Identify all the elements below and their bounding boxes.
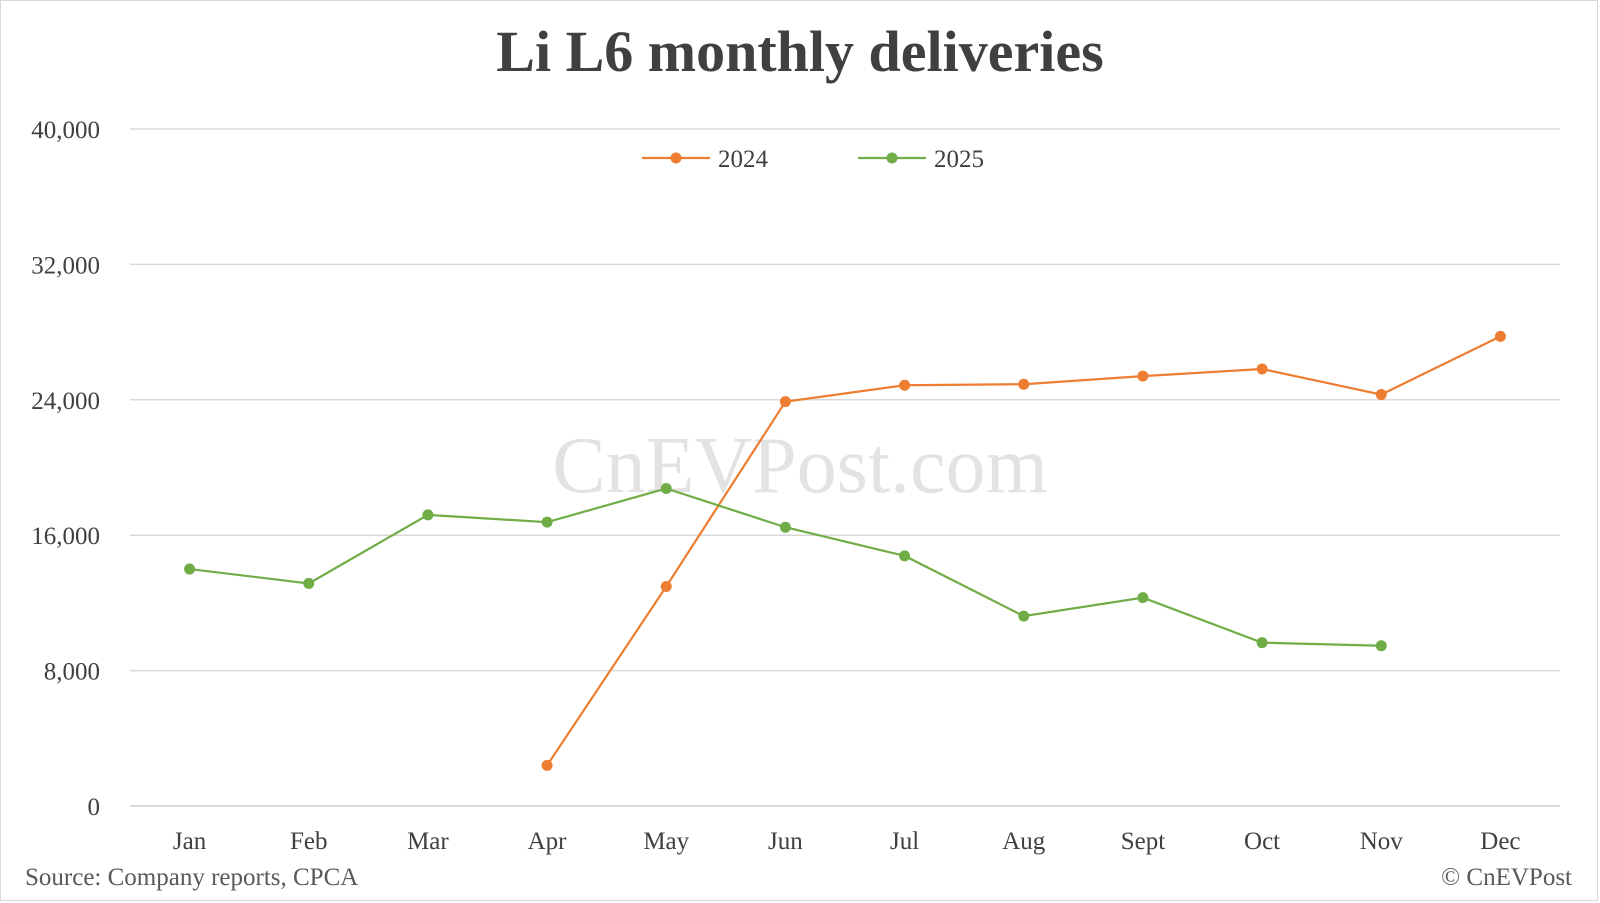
- y-tick-label: 16,000: [31, 523, 100, 550]
- x-tick-label: Jan: [173, 828, 207, 855]
- data-point: [660, 580, 672, 592]
- x-tick-label: Aug: [1002, 828, 1046, 855]
- watermark: CnEVPost.com: [552, 422, 1048, 510]
- x-tick-label: Apr: [528, 828, 568, 855]
- source-note: Source: Company reports, CPCA: [25, 864, 359, 891]
- x-tick-label: Nov: [1360, 828, 1404, 855]
- x-tick-label: Mar: [407, 828, 449, 855]
- legend-label-2024: 2024: [718, 146, 769, 173]
- data-point: [303, 577, 315, 589]
- data-point: [541, 759, 553, 771]
- x-tick-label: Jul: [890, 828, 919, 855]
- series-line-2024: [546, 335, 1501, 766]
- data-point: [1375, 389, 1387, 401]
- legend-label-2025: 2025: [934, 146, 984, 173]
- data-point: [899, 379, 911, 391]
- data-point: [1018, 378, 1030, 390]
- data-point: [1256, 363, 1268, 375]
- data-point: [1375, 640, 1387, 652]
- x-tick-label: Sept: [1121, 828, 1166, 855]
- data-point: [1494, 330, 1506, 342]
- y-tick-label: 32,000: [31, 252, 100, 279]
- x-tick-label: Jun: [768, 828, 803, 855]
- data-point: [1256, 637, 1268, 649]
- x-tick-label: Feb: [290, 828, 328, 855]
- x-tick-label: May: [643, 828, 689, 855]
- data-point: [541, 516, 553, 528]
- data-point: [1137, 592, 1149, 604]
- y-tick-label: 0: [88, 794, 101, 821]
- data-point: [1018, 610, 1030, 622]
- data-point: [779, 396, 791, 408]
- legend-marker-2025: [886, 152, 898, 164]
- data-point: [899, 550, 911, 562]
- copyright-note: © CnEVPost: [1441, 864, 1572, 891]
- x-tick-label: Dec: [1480, 828, 1520, 855]
- x-tick-label: Oct: [1244, 828, 1280, 855]
- y-tick-label: 8,000: [44, 659, 100, 686]
- y-tick-label: 40,000: [31, 117, 100, 144]
- legend-marker-2024: [670, 152, 682, 164]
- chart-title: Li L6 monthly deliveries: [496, 19, 1104, 84]
- series-line-2025: [189, 487, 1382, 647]
- data-point: [660, 482, 672, 494]
- data-point: [1137, 370, 1149, 382]
- data-point: [184, 563, 196, 575]
- data-point: [779, 521, 791, 533]
- data-point: [422, 509, 434, 521]
- y-tick-label: 24,000: [31, 388, 100, 415]
